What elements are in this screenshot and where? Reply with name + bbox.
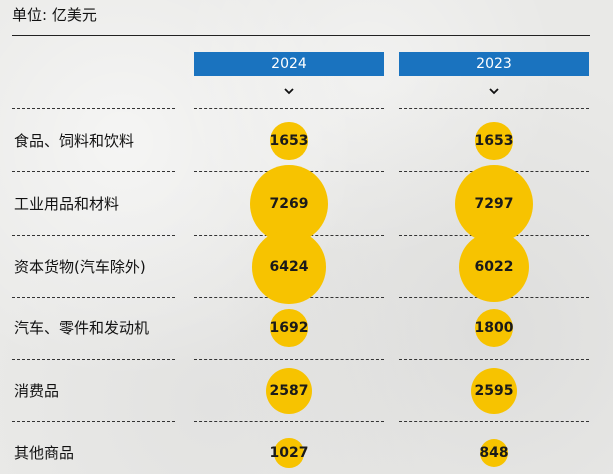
- category-label: 汽车、零件和发动机: [14, 319, 150, 337]
- row-divider: [399, 359, 589, 360]
- value-bubble-2024[interactable]: 6424: [252, 230, 326, 304]
- value-bubble-2023[interactable]: 1800: [475, 308, 513, 348]
- chevron-down-icon[interactable]: [487, 84, 501, 98]
- value-bubble-2024[interactable]: 1692: [270, 309, 308, 347]
- value-bubble-2023[interactable]: 848: [479, 439, 509, 467]
- row-divider: [399, 108, 589, 109]
- row-divider: [12, 359, 175, 360]
- row-divider: [194, 108, 384, 109]
- row-divider: [12, 108, 175, 109]
- value-bubble-2023[interactable]: 6022: [458, 231, 530, 303]
- column-header-2024[interactable]: 2024: [194, 52, 384, 76]
- row-divider: [12, 171, 175, 172]
- row-divider: [194, 421, 384, 422]
- category-label: 消费品: [14, 382, 60, 400]
- row-divider: [194, 359, 384, 360]
- unit-label: 单位: 亿美元: [12, 6, 97, 24]
- row-divider: [12, 235, 175, 236]
- category-label: 资本货物(汽车除外): [14, 258, 146, 276]
- row-divider: [12, 297, 175, 298]
- value-bubble-2023[interactable]: 1653: [475, 122, 513, 160]
- chevron-down-icon[interactable]: [282, 84, 296, 98]
- value-bubble-2023[interactable]: 7297: [455, 165, 533, 243]
- value-bubble-2024[interactable]: 7269: [250, 165, 328, 243]
- value-bubble-2024[interactable]: 1027: [270, 438, 308, 468]
- value-bubble-2024[interactable]: 2587: [265, 367, 313, 415]
- category-label: 工业用品和材料: [14, 195, 120, 213]
- value-bubble-2023[interactable]: 2595: [470, 367, 518, 415]
- category-label: 其他商品: [14, 444, 75, 462]
- column-header-2023[interactable]: 2023: [399, 52, 589, 76]
- category-label: 食品、饲料和饮料: [14, 132, 135, 150]
- value-bubble-2024[interactable]: 1653: [270, 122, 308, 160]
- top-rule: [12, 35, 590, 36]
- row-divider: [12, 421, 175, 422]
- row-divider: [399, 421, 589, 422]
